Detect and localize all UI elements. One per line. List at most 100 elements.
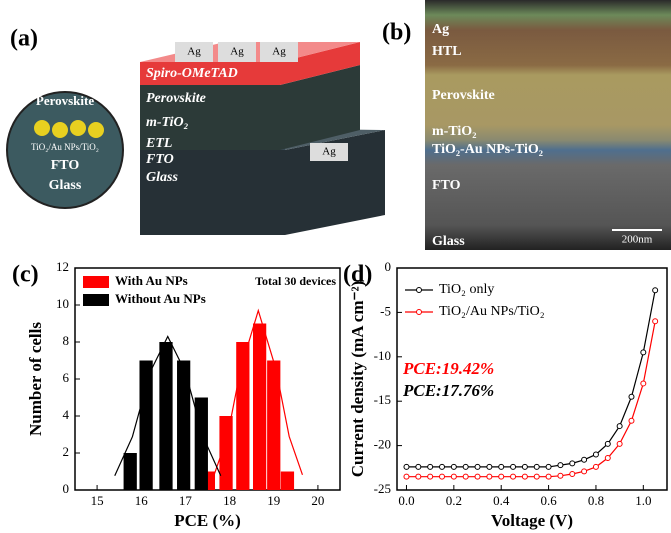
plot-frame (397, 268, 667, 490)
layer-label: Ag (432, 22, 449, 37)
y-tick-label: -10 (374, 348, 391, 363)
layer-label: HTL (432, 44, 462, 59)
y-tick-label: -15 (374, 392, 391, 407)
x-tick-label: 15 (91, 493, 104, 508)
contact-label: Ag (272, 46, 286, 58)
marker (499, 464, 504, 469)
y-tick-label: 0 (385, 259, 392, 274)
bar (236, 342, 249, 490)
au-np (70, 120, 86, 136)
panel-b: (b) Ag HTL Perovskite m-TiO₂ TiO₂-Au NPs… (382, 0, 671, 250)
au-np (34, 120, 50, 136)
figure: (a) Ag Ag Ag Ag Spiro-OMeTAD Perovskite … (0, 0, 671, 533)
y-tick-label: 4 (63, 407, 70, 422)
marker (546, 464, 551, 469)
inset-label: Glass (49, 178, 82, 193)
x-tick-label: 0.8 (588, 493, 604, 508)
annotation: PCE:17.76% (402, 381, 494, 400)
legend-label: TiO₂ only (439, 282, 494, 297)
y-axis-label: Current density (mA cm⁻²) (348, 281, 367, 477)
inset-label: Perovskite (36, 93, 94, 108)
y-tick-label: 8 (63, 333, 70, 348)
y-tick-label: -5 (380, 303, 391, 318)
marker (440, 464, 445, 469)
x-axis-label: PCE (%) (174, 511, 241, 530)
marker (617, 441, 622, 446)
bar (139, 361, 152, 491)
marker (582, 469, 587, 474)
x-axis-label: Voltage (V) (491, 511, 573, 530)
layer-label: m-TiO₂ (146, 115, 189, 130)
x-tick-label: 0.4 (493, 493, 510, 508)
contact-label: Ag (187, 46, 201, 58)
marker (593, 452, 598, 457)
bar (124, 453, 137, 490)
layer-label: Perovskite (432, 88, 495, 103)
marker (451, 464, 456, 469)
y-tick-label: 12 (56, 259, 69, 274)
charts: 151617181920024681012(c)PCE (%)Number of… (12, 259, 667, 530)
layer-label: FTO (145, 152, 174, 167)
marker (546, 474, 551, 479)
x-tick-label: 20 (311, 493, 324, 508)
marker (582, 457, 587, 462)
x-tick-label: 0.0 (398, 493, 414, 508)
marker (593, 464, 598, 469)
layer-label: m-TiO₂ (432, 124, 476, 139)
layer-label: Spiro-OMeTAD (146, 66, 238, 81)
marker (629, 394, 634, 399)
marker (416, 464, 421, 469)
layer-label: FTO (432, 178, 461, 193)
marker (440, 474, 445, 479)
marker (558, 463, 563, 468)
marker (522, 464, 527, 469)
marker (487, 464, 492, 469)
annotation: PCE:19.42% (402, 359, 494, 378)
bar (159, 342, 172, 490)
x-tick-label: 0.2 (446, 493, 462, 508)
legend-marker (417, 288, 422, 293)
marker (534, 464, 539, 469)
marker (570, 472, 575, 477)
marker (463, 474, 468, 479)
legend-label: With Au NPs (115, 273, 188, 288)
legend-label: Without Au NPs (115, 291, 206, 306)
marker (629, 418, 634, 423)
marker (605, 456, 610, 461)
marker (522, 474, 527, 479)
layer-label: Glass (432, 234, 465, 249)
marker (511, 474, 516, 479)
y-tick-label: -20 (374, 437, 391, 452)
marker (487, 474, 492, 479)
bar (253, 324, 266, 491)
legend-label: TiO₂/Au NPs/TiO₂ (439, 304, 545, 319)
marker (511, 464, 516, 469)
marker (475, 474, 480, 479)
panel-a: (a) Ag Ag Ag Ag Spiro-OMeTAD Perovskite … (7, 26, 385, 236)
marker (475, 464, 480, 469)
au-np (52, 122, 68, 138)
layer-label: TiO₂-Au NPs-TiO₂ (432, 142, 543, 157)
layer-label: ETL (145, 136, 172, 151)
marker (558, 473, 563, 478)
au-np (88, 122, 104, 138)
scale-bar-label: 200nm (622, 234, 653, 246)
legend-swatch (83, 276, 109, 288)
y-tick-label: -25 (374, 481, 391, 496)
y-axis-label: Number of cells (26, 322, 45, 436)
marker (428, 464, 433, 469)
marker (641, 381, 646, 386)
x-tick-label: 18 (223, 493, 236, 508)
contact-label: Ag (322, 146, 336, 158)
panel-label: (b) (382, 20, 411, 46)
marker (463, 464, 468, 469)
x-tick-label: 0.6 (540, 493, 557, 508)
marker (404, 464, 409, 469)
marker (653, 319, 658, 324)
bar (281, 472, 294, 491)
layer-label: Perovskite (146, 91, 206, 106)
y-tick-label: 6 (63, 370, 70, 385)
panel-label: (c) (12, 262, 39, 288)
marker (451, 474, 456, 479)
annotation: Total 30 devices (255, 274, 336, 288)
